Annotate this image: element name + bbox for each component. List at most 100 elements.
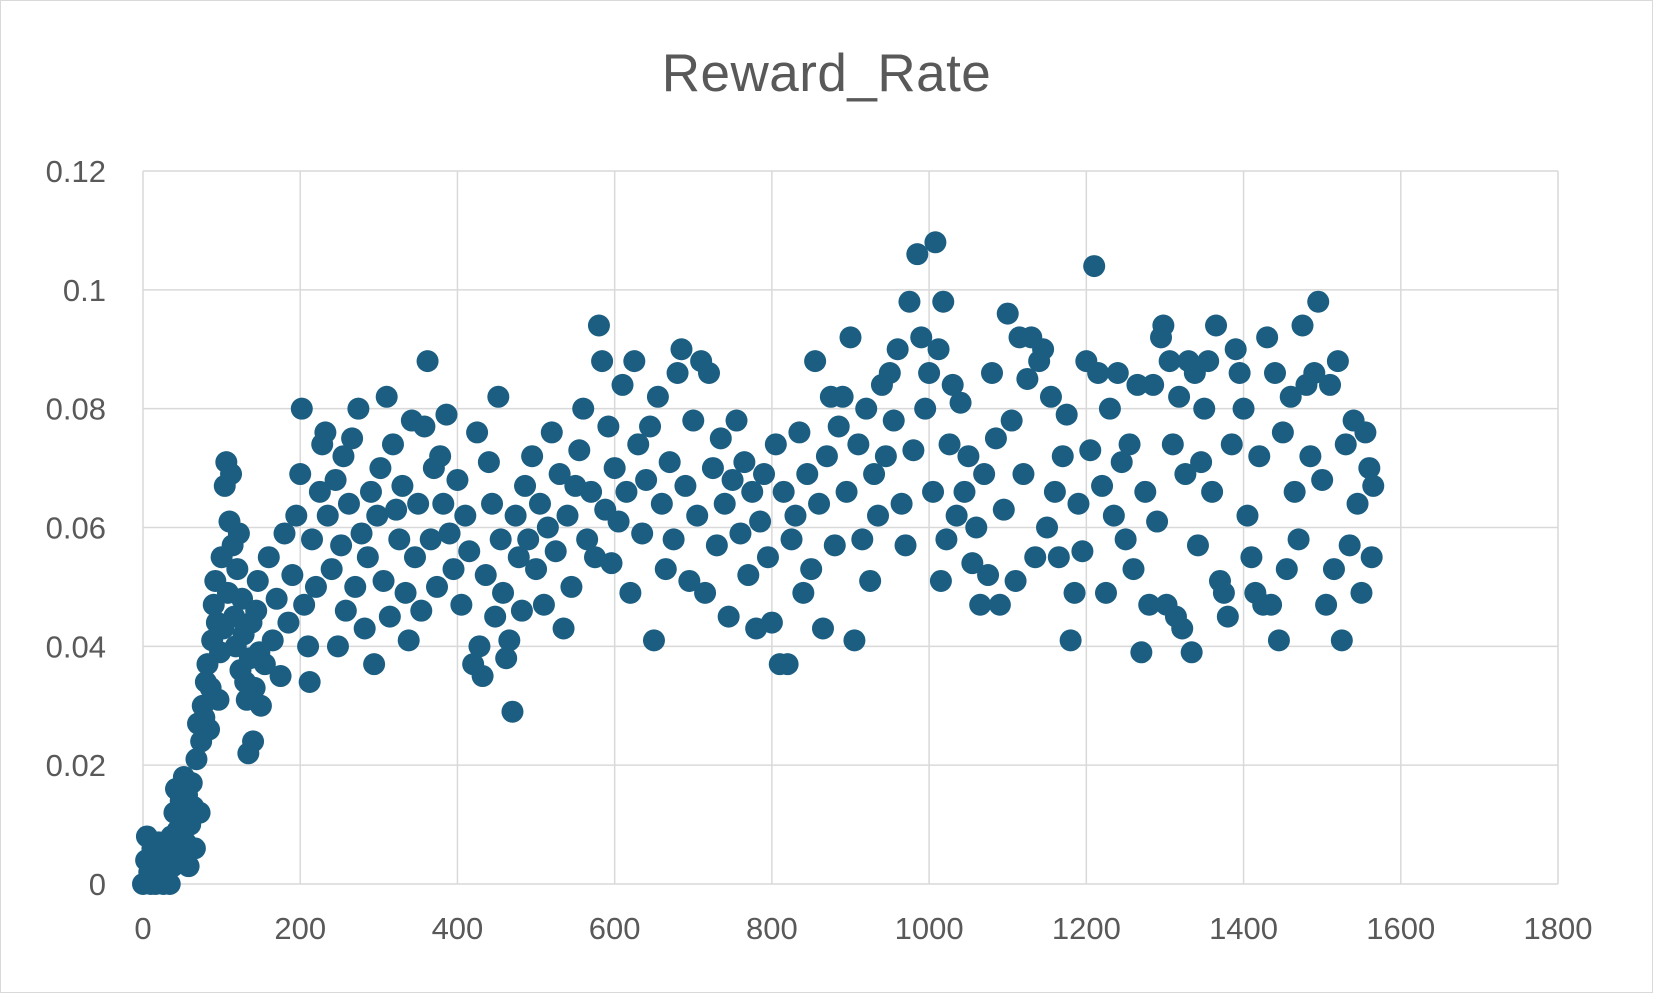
y-tick-label: 0.1	[63, 273, 106, 308]
x-axis-tick-labels: 0 200 400 600 800 1000 1200 1400 1600 1800	[134, 911, 1592, 946]
x-tick-label: 1000	[895, 911, 964, 946]
data-point	[847, 433, 870, 456]
data-point	[344, 575, 367, 598]
data-point	[678, 569, 701, 592]
data-point	[281, 564, 304, 587]
data-point	[741, 480, 764, 503]
y-tick-label: 0.08	[46, 392, 106, 427]
data-point	[682, 409, 705, 432]
data-point	[1118, 433, 1141, 456]
gridlines	[142, 170, 1559, 885]
data-point	[528, 492, 551, 515]
data-point	[293, 593, 316, 616]
data-point	[642, 629, 665, 652]
data-point	[1315, 593, 1338, 616]
data-point	[435, 403, 458, 426]
data-point	[1236, 504, 1259, 527]
data-point	[725, 409, 748, 432]
data-point	[304, 575, 327, 598]
data-point	[729, 522, 752, 545]
data-point	[394, 581, 417, 604]
data-point	[1071, 540, 1094, 563]
data-point	[811, 617, 834, 640]
data-point	[466, 421, 489, 444]
data-point	[385, 498, 408, 521]
data-point	[623, 350, 646, 373]
data-point	[863, 463, 886, 486]
data-point	[924, 231, 947, 254]
data-point	[603, 457, 626, 480]
data-point	[249, 694, 272, 717]
data-point	[1036, 516, 1059, 539]
data-point	[1152, 314, 1175, 337]
data-point	[544, 540, 567, 563]
data-point	[289, 463, 312, 486]
data-point	[1275, 558, 1298, 581]
data-point	[341, 427, 364, 450]
data-point	[536, 516, 559, 539]
data-point	[198, 718, 221, 741]
data-point	[639, 415, 662, 438]
data-point	[410, 599, 433, 622]
data-point	[650, 492, 673, 515]
data-point	[898, 290, 921, 313]
data-point	[932, 290, 955, 313]
data-point	[223, 605, 246, 628]
data-point	[1303, 362, 1326, 385]
data-point	[927, 338, 950, 361]
data-point	[532, 593, 555, 616]
data-point	[705, 534, 728, 557]
data-point	[369, 457, 392, 480]
data-point	[1079, 439, 1102, 462]
data-point	[1232, 397, 1255, 420]
data-point	[1083, 255, 1106, 278]
data-point	[867, 504, 890, 527]
data-point	[188, 801, 211, 824]
data-point	[501, 700, 524, 723]
data-point	[804, 350, 827, 373]
data-point	[324, 468, 347, 491]
data-point	[458, 540, 481, 563]
data-point	[1360, 546, 1383, 569]
data-point	[568, 439, 591, 462]
data-point	[1240, 546, 1263, 569]
y-tick-label: 0.12	[46, 154, 106, 189]
data-point	[316, 504, 339, 527]
data-point	[1024, 546, 1047, 569]
data-point	[442, 558, 465, 581]
data-point	[1051, 445, 1074, 468]
y-tick-label: 0.04	[46, 629, 106, 664]
data-point	[285, 504, 308, 527]
data-point	[611, 373, 634, 396]
data-point	[957, 445, 980, 468]
data-point	[949, 391, 972, 414]
chart-title: Reward_Rate	[661, 44, 992, 103]
data-point	[788, 421, 811, 444]
data-point	[246, 569, 269, 592]
data-point	[658, 451, 681, 474]
data-point	[243, 676, 266, 699]
data-point	[981, 362, 1003, 385]
data-point	[484, 605, 507, 628]
data-point	[914, 397, 937, 420]
data-point	[977, 564, 1000, 587]
data-point	[388, 528, 411, 551]
data-point	[183, 837, 206, 860]
data-point	[749, 510, 772, 533]
data-point	[261, 629, 284, 652]
data-point	[1279, 385, 1302, 408]
data-point	[1186, 534, 1209, 557]
data-point	[654, 558, 677, 581]
data-point	[815, 445, 838, 468]
data-point	[552, 617, 575, 640]
data-point	[996, 302, 1019, 325]
data-point	[760, 611, 783, 634]
data-point	[646, 385, 669, 408]
data-point	[1190, 451, 1213, 474]
data-point	[290, 397, 313, 420]
data-point	[337, 492, 360, 515]
data-point	[839, 326, 862, 349]
data-point	[177, 855, 200, 878]
data-point	[391, 474, 414, 497]
data-point	[334, 599, 357, 622]
